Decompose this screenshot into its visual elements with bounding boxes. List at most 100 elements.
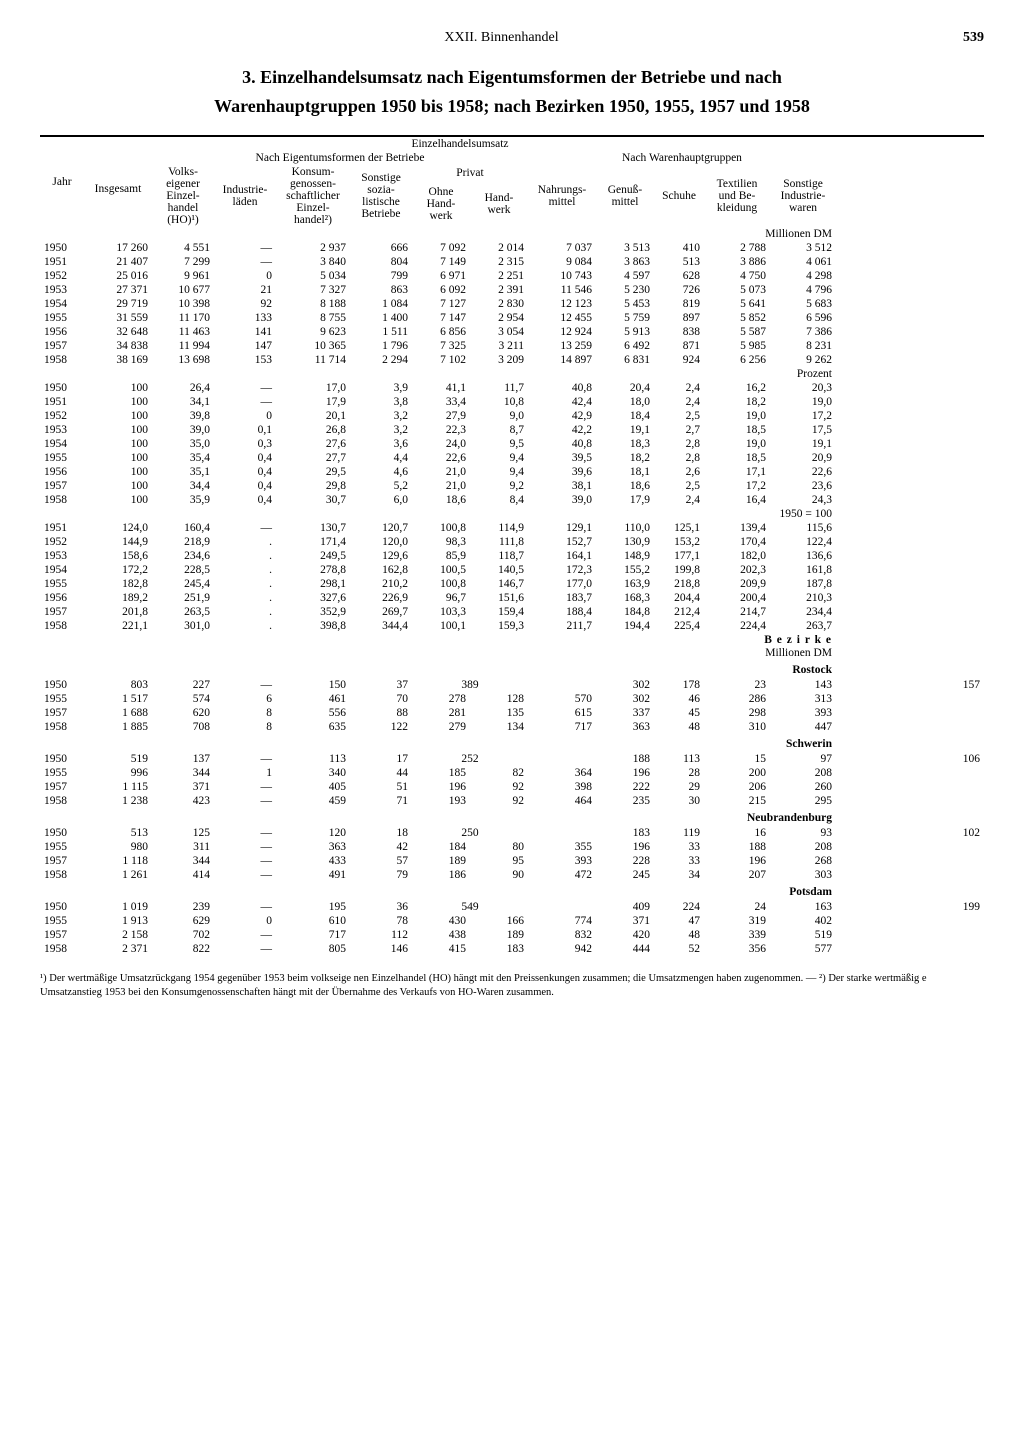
cell: 298,1: [276, 577, 350, 591]
cell: 666: [350, 241, 412, 255]
cell: 199,8: [654, 563, 704, 577]
cell: 389: [412, 678, 528, 692]
cell: 147: [214, 339, 276, 353]
cell: 168,3: [596, 591, 654, 605]
cell: 17,9: [596, 493, 654, 507]
cell: 1955: [40, 577, 84, 591]
cell: 80: [470, 840, 528, 854]
cell: 42: [350, 840, 412, 854]
cell: 1950: [40, 678, 84, 692]
cell: 136,6: [770, 549, 836, 563]
cell: 32 648: [84, 325, 152, 339]
cell: 8: [214, 720, 276, 734]
table-row: 195327 37110 677217 3278636 0922 39111 5…: [40, 283, 984, 297]
cell: 13 259: [528, 339, 596, 353]
cell: 2 937: [276, 241, 350, 255]
cell: 17,2: [770, 409, 836, 423]
cell: 310: [704, 720, 770, 734]
cell: —: [214, 900, 276, 914]
cell: 24,0: [412, 437, 470, 451]
cell: 34: [654, 868, 704, 882]
section-label: Millionen DM: [40, 227, 836, 241]
cell: 2 251: [470, 269, 528, 283]
cell: 7 147: [412, 311, 470, 325]
cell: 164,1: [528, 549, 596, 563]
cell: 430: [412, 914, 470, 928]
cell: 4 796: [770, 283, 836, 297]
cell: 464: [528, 794, 596, 808]
cell: 4 551: [152, 241, 214, 255]
table-row: 195310039,00,126,83,222,38,742,219,12,71…: [40, 423, 984, 437]
table-row: 1955182,8245,4.298,1210,2100,8146,7177,0…: [40, 577, 984, 591]
cell: 0: [214, 409, 276, 423]
cell: 339: [704, 928, 770, 942]
cell: 398,8: [276, 619, 350, 633]
section-label: Prozent: [40, 367, 836, 381]
cell: 2 014: [470, 241, 528, 255]
cell: 185: [412, 766, 470, 780]
cell: 774: [528, 914, 596, 928]
cell: 6 856: [412, 325, 470, 339]
cell: 212,4: [654, 605, 704, 619]
cell: 100: [84, 381, 152, 395]
cell: 18: [350, 826, 412, 840]
cell: 610: [276, 914, 350, 928]
cell: 159,3: [470, 619, 528, 633]
cell: 302: [596, 678, 654, 692]
cell: 23,6: [770, 479, 836, 493]
cell: 199: [836, 900, 984, 914]
cell: 863: [350, 283, 412, 297]
cell: 201,8: [84, 605, 152, 619]
cell: 1: [214, 766, 276, 780]
cell: 252: [412, 752, 528, 766]
cell: —: [214, 241, 276, 255]
cell: 221,1: [84, 619, 152, 633]
cell: 405: [276, 780, 350, 794]
cell: 37: [350, 678, 412, 692]
cell: 225,4: [654, 619, 704, 633]
col-textil: Textilienund Be-kleidung: [704, 165, 770, 227]
cell: 234,4: [770, 605, 836, 619]
cell: 1958: [40, 868, 84, 882]
section-label: Schwerin: [40, 734, 836, 752]
cell: 27 371: [84, 283, 152, 297]
cell: 189: [470, 928, 528, 942]
cell: 98,3: [412, 535, 470, 549]
cell: 17,5: [770, 423, 836, 437]
cell: 556: [276, 706, 350, 720]
table-row: 19551 91362906107843016677437147319402: [40, 914, 984, 928]
cell: —: [214, 794, 276, 808]
cell: 9,0: [470, 409, 528, 423]
cell: 158,6: [84, 549, 152, 563]
cell: 47: [654, 914, 704, 928]
cell: 5 641: [704, 297, 770, 311]
cell: 6: [214, 692, 276, 706]
cell: 344: [152, 766, 214, 780]
col-konsum: Konsum-genossen-schaftlicherEinzel-hande…: [276, 165, 350, 227]
cell: 7 299: [152, 255, 214, 269]
col-ohne-hand: OhneHand-werk: [412, 182, 470, 227]
cell: 9 262: [770, 353, 836, 367]
cell: 196: [596, 840, 654, 854]
cell: 1 261: [84, 868, 152, 882]
table-row: 19571 115371—405511969239822229206260: [40, 780, 984, 794]
cell: 18,2: [596, 451, 654, 465]
cell: 78: [350, 914, 412, 928]
cell: 11 546: [528, 283, 596, 297]
cell: 20,4: [596, 381, 654, 395]
cell: 1950: [40, 826, 84, 840]
cell: 11,7: [470, 381, 528, 395]
cell: —: [214, 942, 276, 956]
cell: 35,1: [152, 465, 214, 479]
cell: 23: [704, 678, 770, 692]
cell: 1954: [40, 437, 84, 451]
cell: 20,9: [770, 451, 836, 465]
col-sozial: Sonstigesozia-listischeBetriebe: [350, 165, 412, 227]
cell: 71: [350, 794, 412, 808]
cell: [528, 752, 596, 766]
cell: 5 985: [704, 339, 770, 353]
cell: 18,6: [596, 479, 654, 493]
cell: 18,5: [704, 423, 770, 437]
cell: 1955: [40, 840, 84, 854]
col-jahr: Jahr: [40, 136, 84, 227]
